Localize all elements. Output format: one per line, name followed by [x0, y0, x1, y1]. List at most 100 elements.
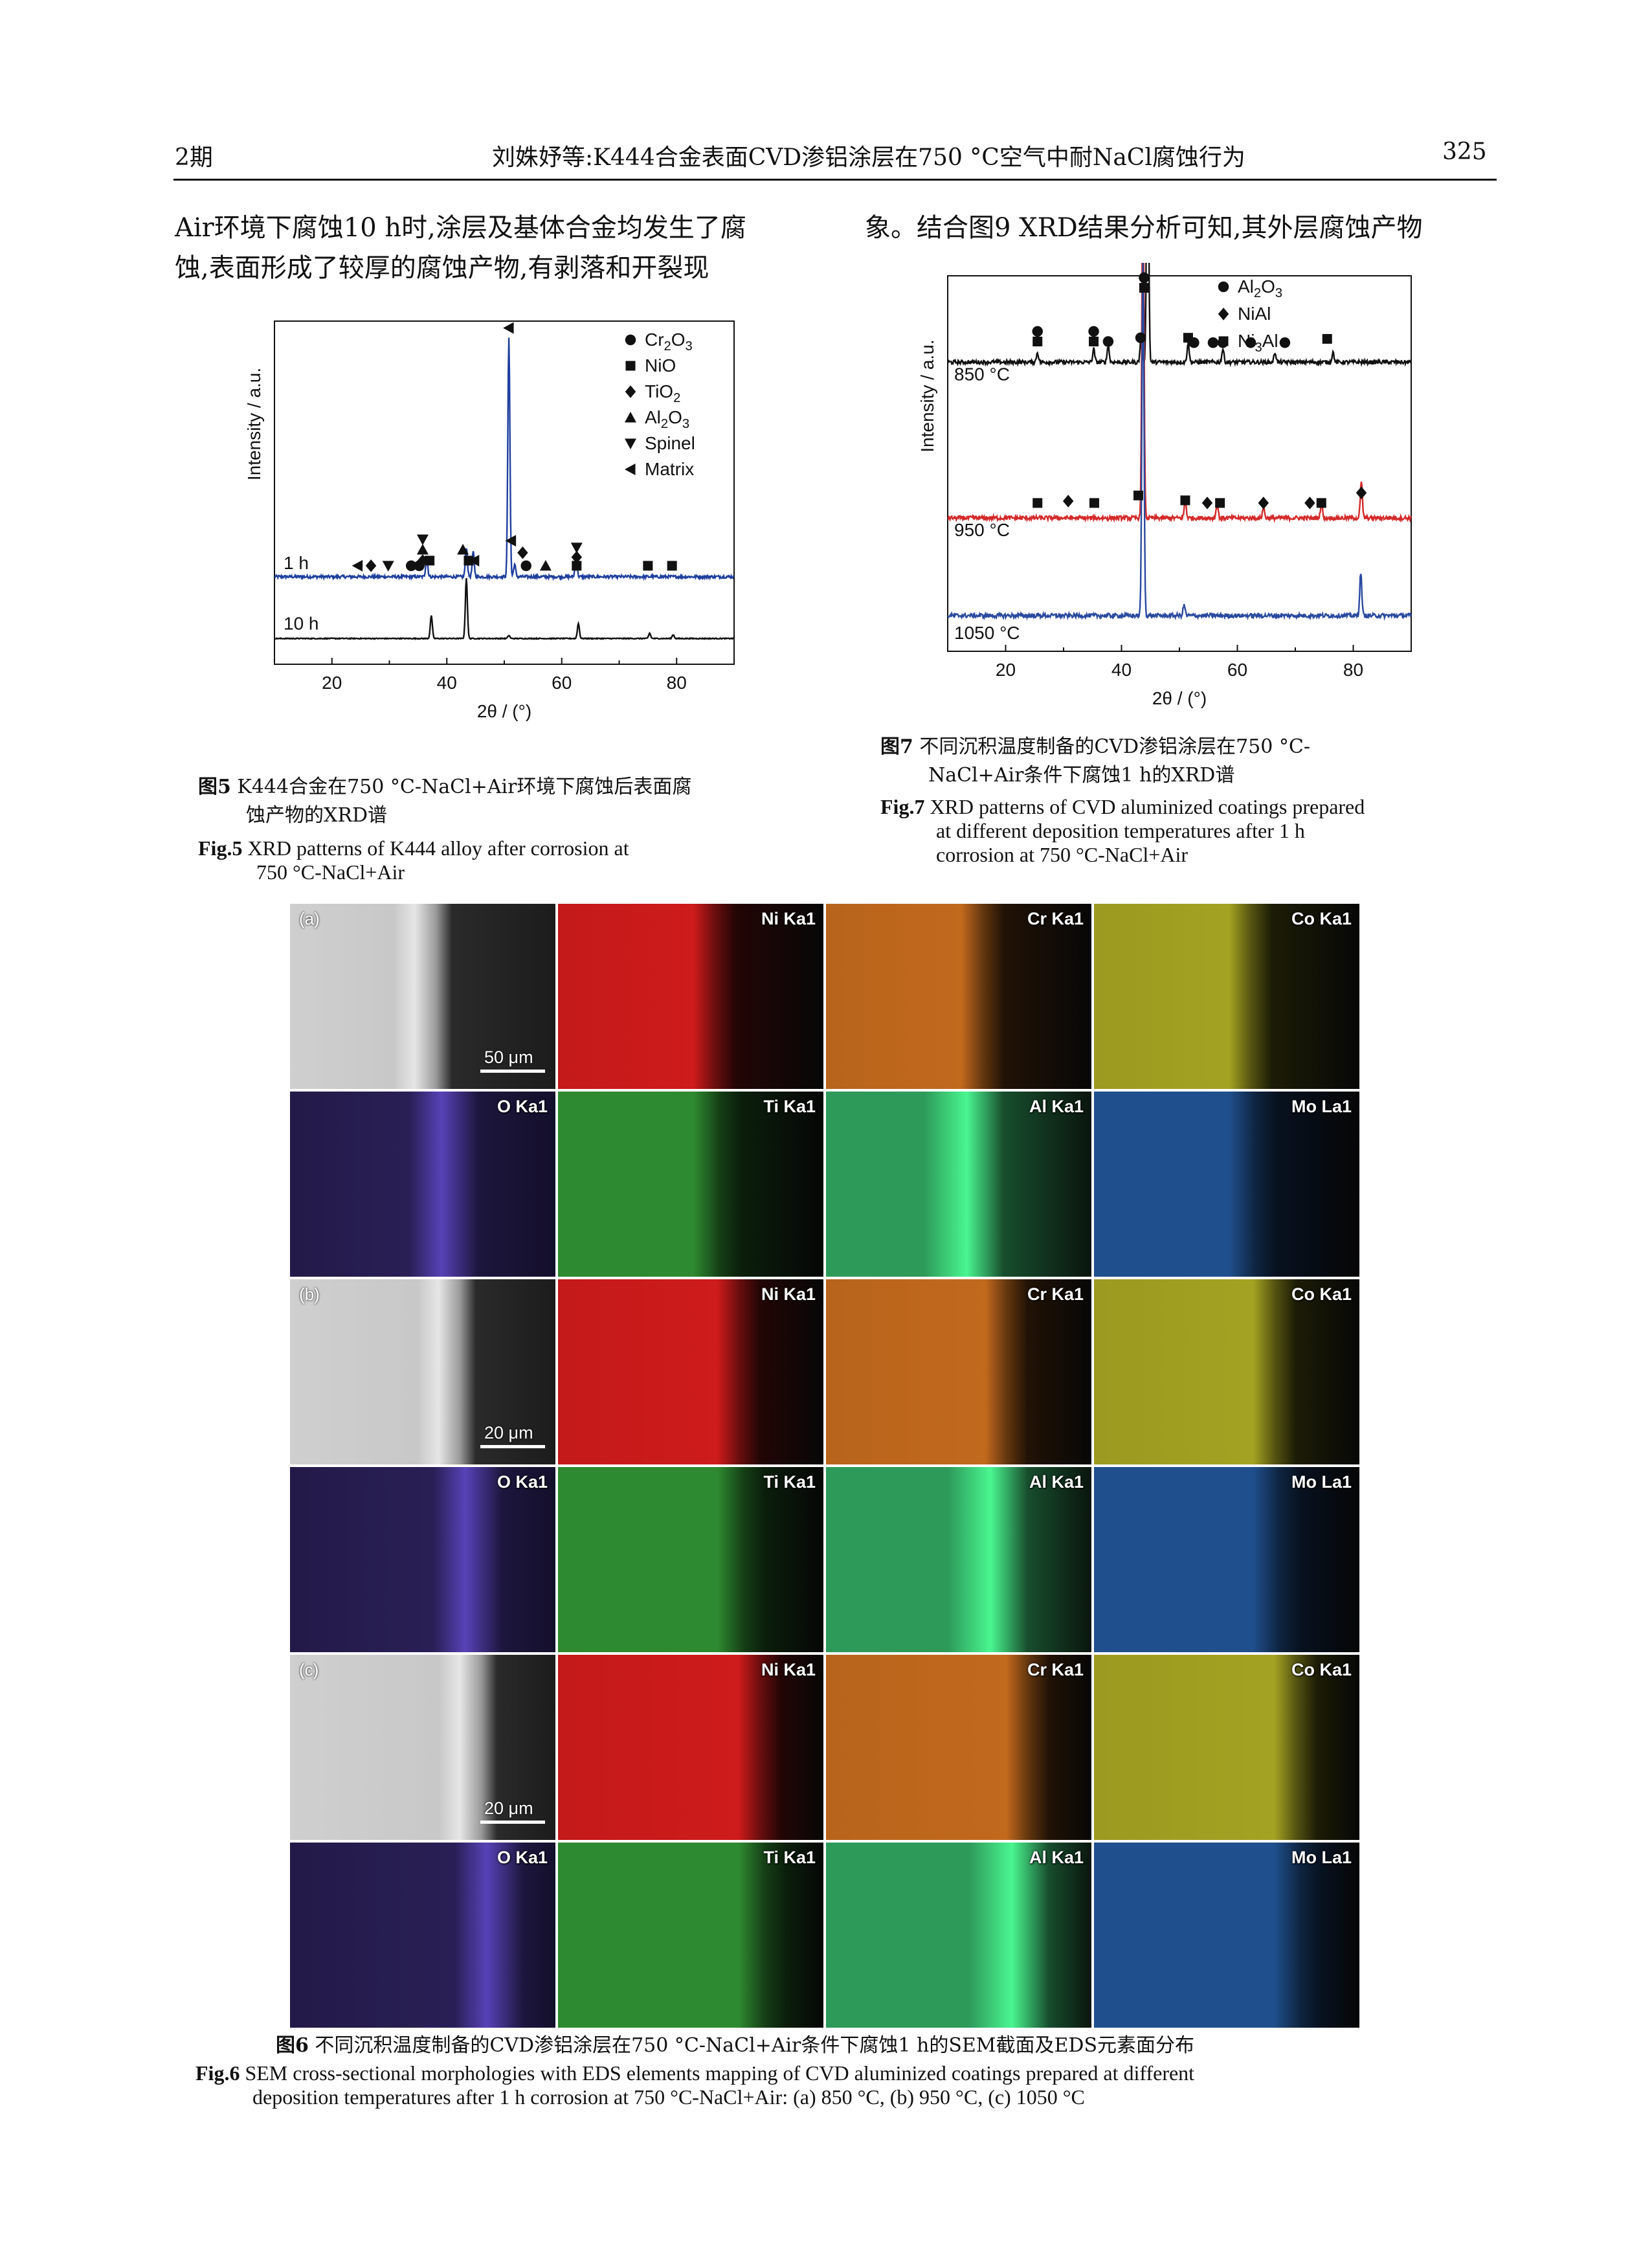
fig7-peak-marker	[1032, 337, 1043, 346]
fig5-series-label: 1 h	[284, 553, 309, 573]
sem-image: (a) 50 μm	[290, 904, 555, 1089]
fig7-series-label: 850 °C	[954, 364, 1010, 384]
eds-map-label: Co Ka1	[1291, 909, 1352, 928]
eds-map: Ni Ka1	[558, 1655, 823, 1840]
fig5-legend-label: Spinel	[645, 433, 695, 453]
eds-map-label: O Ka1	[497, 1848, 548, 1867]
fig7-peak-marker	[1062, 495, 1074, 508]
fig5-peak-marker	[468, 554, 480, 566]
eds-map-label: Cr Ka1	[1027, 1660, 1084, 1679]
eds-map: Al Ka1	[826, 1092, 1091, 1277]
eds-map-label: Ti Ka1	[763, 1472, 816, 1492]
body-left-line-2: 蚀,表面形成了较厚的腐蚀产物,有剥落和开裂现	[175, 253, 709, 283]
panel-tag: (a)	[299, 909, 320, 928]
eds-map-label: O Ka1	[497, 1472, 548, 1492]
panel-tag: (c)	[299, 1660, 319, 1679]
scale-bar-label: 20 μm	[484, 1423, 533, 1442]
fig5-legend-label: Al2O3	[645, 407, 689, 431]
fig7-caption-cn-line2: NaCl+Air条件下腐蚀1 h的XRD谱	[928, 764, 1235, 787]
running-title: 刘姝妤等:K444合金表面CVD渗铝涂层在750 °C空气中耐NaCl腐蚀行为	[492, 144, 1245, 171]
fig7-peak-marker	[1207, 337, 1219, 348]
fig5-peak-marker	[365, 559, 377, 572]
fig7-peak-marker	[1089, 498, 1099, 508]
fig7-peak-marker	[1032, 326, 1043, 337]
fig7-caption-en-line2: at different deposition temperatures aft…	[936, 819, 1305, 842]
issue-number: 2期	[175, 144, 213, 171]
fig5-peak-marker	[571, 550, 583, 564]
fig7-xtick-label: 60	[1227, 660, 1247, 680]
fig7-series-line	[947, 263, 1412, 621]
fig5-caption-cn-label: 图5	[198, 776, 231, 798]
sem-image: (b) 20 μm	[290, 1279, 555, 1464]
fig5-caption-en: Fig.5 XRD patterns of K444 alloy after c…	[198, 836, 794, 884]
fig5-peak-marker	[520, 560, 531, 572]
eds-map-label: Co Ka1	[1291, 1660, 1352, 1679]
fig7-peak-marker	[1189, 337, 1200, 348]
fig5-peak-marker	[417, 554, 429, 567]
fig5-xtick-label: 60	[552, 673, 572, 693]
fig7-legend-label: Ni3Al	[1238, 331, 1278, 355]
fig5-peak-marker	[667, 561, 677, 571]
fig7-peak-marker	[1279, 337, 1291, 348]
fig7-peak-marker	[1322, 333, 1332, 344]
fig7-plot-frame	[947, 275, 1412, 652]
fig7-xtick-label: 40	[1111, 660, 1132, 680]
eds-map: Co Ka1	[1094, 1655, 1359, 1840]
fig7-peak-marker	[1245, 337, 1256, 348]
scale-bar	[480, 1821, 545, 1824]
fig7-peak-marker	[1133, 490, 1143, 500]
eds-map: Al Ka1	[826, 1467, 1091, 1652]
fig5-legend-label: Cr2O3	[645, 330, 693, 353]
sem-image: (c) 20 μm	[290, 1655, 555, 1840]
fig7-caption-cn-label: 图7	[880, 735, 913, 758]
fig6-caption-en-line2: deposition temperatures after 1 h corros…	[252, 2085, 1085, 2109]
fig5-peak-marker	[457, 543, 469, 555]
fig5-xlabel: 2θ / (°)	[477, 701, 531, 721]
eds-map: Cr Ka1	[826, 904, 1091, 1089]
eds-map: Co Ka1	[1094, 1279, 1359, 1464]
fig7-ylabel: Intensity / a.u.	[919, 339, 937, 452]
fig7-caption-en: Fig.7 XRD patterns of CVD aluminized coa…	[880, 795, 1476, 867]
fig7-peak-marker	[1139, 283, 1149, 293]
fig7-series-line	[947, 263, 1412, 368]
fig7-peak-marker	[1139, 272, 1150, 284]
fig5-peak-marker	[503, 322, 514, 334]
eds-map-label: Co Ka1	[1291, 1284, 1352, 1304]
fig5-legend-label: TiO2	[645, 381, 680, 405]
fig7-peak-marker	[1304, 497, 1315, 510]
fig5-peak-marker	[570, 543, 583, 554]
eds-map-label: Mo La1	[1291, 1097, 1352, 1116]
fig7-xtick-label: 20	[996, 660, 1016, 680]
fig6-caption-cn-label: 图6	[276, 2034, 309, 2057]
eds-map: O Ka1	[290, 1467, 555, 1652]
fig7-peak-marker	[1088, 326, 1099, 337]
fig5-peak-marker	[572, 561, 582, 571]
panel-tag: (b)	[299, 1284, 320, 1304]
eds-map-label: Al Ka1	[1029, 1472, 1084, 1492]
fig5-peak-marker	[517, 546, 528, 559]
fig7-legend-marker	[1218, 281, 1229, 293]
fig5-chart: 20 40 60 80 2θ / (°) Intensity / a.u. 1 h 10 h C…	[246, 320, 735, 721]
eds-map-label: Mo La1	[1291, 1472, 1352, 1492]
header-rule	[173, 179, 1497, 181]
eds-map-label: Mo La1	[1291, 1848, 1352, 1867]
eds-map: Ni Ka1	[558, 904, 823, 1089]
fig5-peak-marker	[539, 559, 552, 571]
fig5-legend-marker	[625, 385, 636, 398]
fig5-ylabel: Intensity / a.u.	[246, 368, 264, 480]
fig6-caption-en-label: Fig.6	[195, 2061, 240, 2085]
fig5-series-line	[273, 337, 735, 581]
fig6-caption-en-line1: SEM cross-sectional morphologies with ED…	[245, 2061, 1195, 2085]
fig7-peak-marker	[1089, 337, 1099, 346]
eds-map-label: Cr Ka1	[1027, 909, 1084, 928]
eds-map: O Ka1	[290, 1843, 555, 2028]
fig7-legend-label: Al2O3	[1238, 276, 1282, 300]
fig5-xtick-label: 40	[437, 673, 457, 693]
fig5-peak-marker	[416, 543, 429, 555]
fig5-peak-marker	[425, 555, 435, 566]
fig5-caption-cn-line2: 蚀产物的XRD谱	[246, 804, 387, 827]
fig6-mosaic: (a) 50 μm Ni Ka1 Cr Ka1 Co Ka1 O Ka1 Ti Ka1 Al …	[290, 904, 1365, 2028]
eds-map: Al Ka1	[826, 1843, 1091, 2028]
fig7-peak-marker	[1258, 497, 1269, 510]
fig7-series-line	[947, 263, 1412, 523]
